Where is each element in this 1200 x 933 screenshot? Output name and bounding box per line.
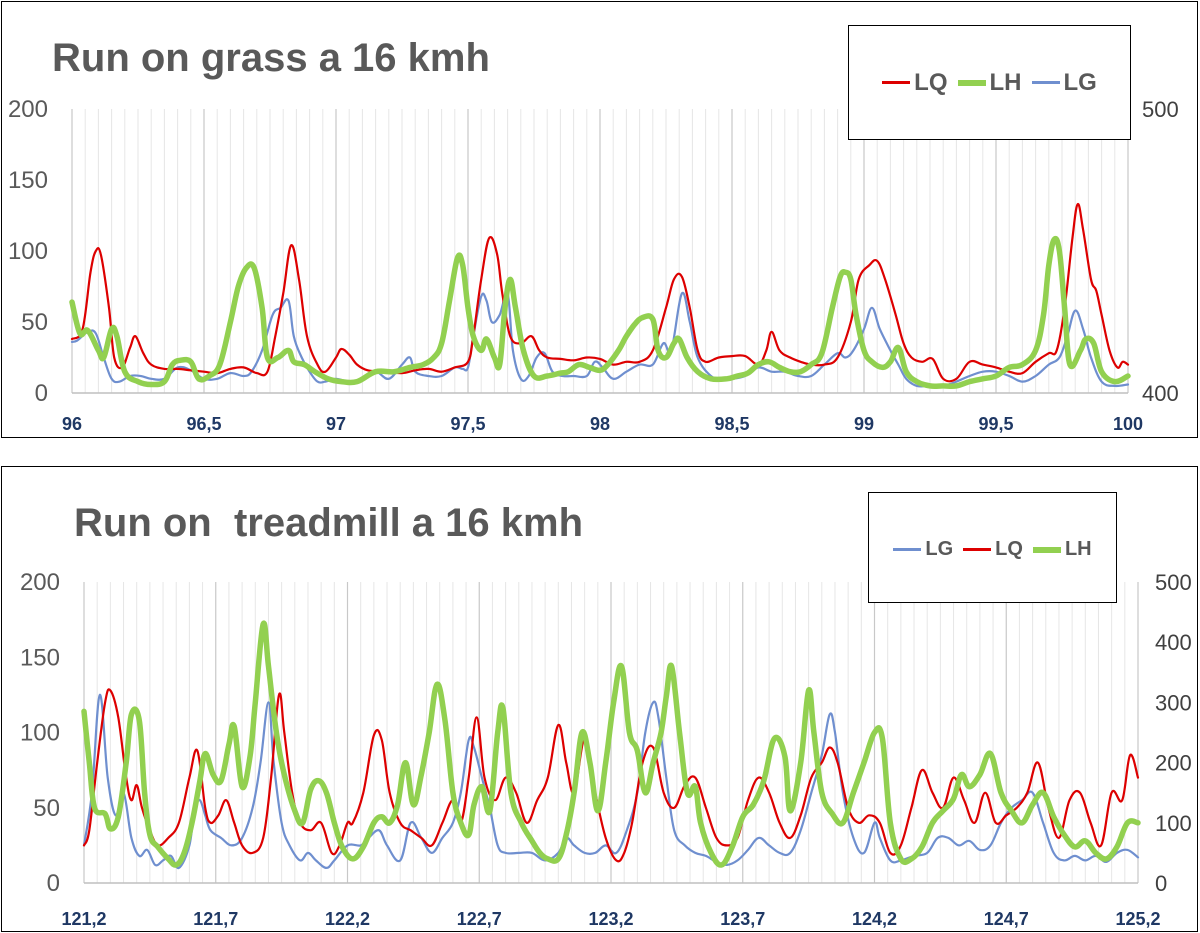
treadmill-legend-item-lh: LH: [1032, 538, 1092, 561]
treadmill-y2-tick-label: 500: [1155, 570, 1192, 595]
grass-legend-item-lg: LG: [1031, 68, 1097, 97]
grass-legend-swatch-lh: [957, 79, 986, 86]
treadmill-y2-tick-label: 400: [1155, 630, 1192, 655]
treadmill-x-tick-label: 122,7: [457, 909, 502, 929]
treadmill-chart-panel: 0 50 100 150 200 0 100 200 300 400 500 121,2 121,7 12…: [1, 466, 1198, 932]
grass-legend-item-lq: LQ: [882, 68, 948, 97]
grass-x-tick-label: 97: [326, 414, 346, 434]
grass-x-tick-label: 96: [62, 414, 82, 434]
treadmill-legend-swatch-lh: [1032, 546, 1061, 553]
treadmill-y-tick-label: 200: [20, 569, 60, 596]
grass-legend-swatch-lq: [882, 81, 911, 84]
grass-series-group: [69, 202, 1131, 390]
treadmill-chart: 0 50 100 150 200 0 100 200 300 400 500 121,2 121,7 12…: [20, 569, 1192, 929]
treadmill-y2-tick-label: 200: [1155, 751, 1192, 776]
grass-y-tick-label: 50: [21, 309, 48, 336]
grass-legend-item-lh: LH: [957, 68, 1022, 97]
grass-x-tick-label: 98: [590, 414, 610, 434]
grass-y-tick-label: 200: [8, 96, 48, 123]
grass-chart-legend: LQ LH LG: [848, 25, 1131, 140]
treadmill-y-tick-label: 150: [20, 644, 60, 671]
grass-gridlines: [71, 109, 1129, 394]
treadmill-y2-tick-label: 0: [1155, 871, 1167, 896]
grass-x-tick-label: 97,5: [450, 414, 485, 434]
grass-x-tick-label: 96,5: [186, 414, 221, 434]
grass-y2-tick-label: 500: [1142, 97, 1179, 122]
grass-legend-label: LG: [1063, 68, 1097, 96]
treadmill-series-lq-line: [82, 688, 1140, 863]
treadmill-x-tick-label: 124,7: [984, 909, 1029, 929]
treadmill-legend-label: LQ: [995, 538, 1023, 560]
treadmill-x-tick-label: 121,2: [61, 909, 106, 929]
grass-y-tick-label: 150: [8, 167, 48, 194]
grass-x-tick-label: 100: [1113, 414, 1143, 434]
treadmill-y-tick-label: 100: [20, 720, 60, 747]
treadmill-x-tick-label: 124,2: [852, 909, 897, 929]
grass-legend-swatch-lg: [1031, 81, 1060, 84]
treadmill-series-lg-line: [82, 693, 1140, 870]
grass-chart: 0 50 100 150 200 400 500 96 96,5 97 97,5 98 98,5 99 99…: [8, 96, 1179, 434]
grass-y-tick-label: 0: [35, 380, 48, 407]
treadmill-x-tick-label: 122,2: [325, 909, 370, 929]
grass-chart-panel: 0 50 100 150 200 400 500 96 96,5 97 97,5 98 98,5 99 99…: [1, 1, 1198, 438]
grass-legend-label: LH: [989, 68, 1022, 96]
treadmill-legend-swatch-lq: [963, 548, 992, 551]
grass-series-lq-line: [70, 202, 1130, 383]
grass-x-tick-label: 99,5: [978, 414, 1013, 434]
grass-chart-title: Run on grass a 16 kmh: [52, 36, 490, 80]
treadmill-chart-title: Run on treadmill a 16 kmh: [74, 501, 584, 545]
treadmill-legend-item-lq: LQ: [963, 538, 1023, 561]
treadmill-y2-tick-label: 100: [1155, 811, 1192, 836]
grass-x-tick-label: 98,5: [714, 414, 749, 434]
treadmill-y-tick-label: 0: [47, 870, 60, 897]
grass-y-tick-label: 100: [8, 238, 48, 265]
treadmill-x-tick-label: 125,2: [1115, 909, 1160, 929]
treadmill-x-tick-label: 123,7: [720, 909, 765, 929]
grass-series-lh-line: [69, 235, 1131, 390]
grass-x-tick-label: 99: [854, 414, 874, 434]
treadmill-chart-legend: LG LQ LH: [868, 492, 1117, 603]
treadmill-legend-label: LG: [925, 538, 954, 560]
treadmill-legend-item-lg: LG: [893, 538, 953, 561]
treadmill-x-tick-label: 123,2: [588, 909, 633, 929]
treadmill-y2-tick-label: 300: [1155, 690, 1192, 715]
treadmill-y-tick-label: 50: [33, 795, 60, 822]
treadmill-series-lh-line: [81, 620, 1141, 868]
grass-legend-label: LQ: [914, 68, 948, 96]
grass-y2-tick-label: 400: [1142, 381, 1179, 406]
treadmill-legend-label: LH: [1064, 538, 1092, 560]
treadmill-series-group: [81, 620, 1141, 870]
treadmill-x-tick-label: 121,7: [193, 909, 238, 929]
treadmill-legend-swatch-lg: [893, 548, 922, 551]
